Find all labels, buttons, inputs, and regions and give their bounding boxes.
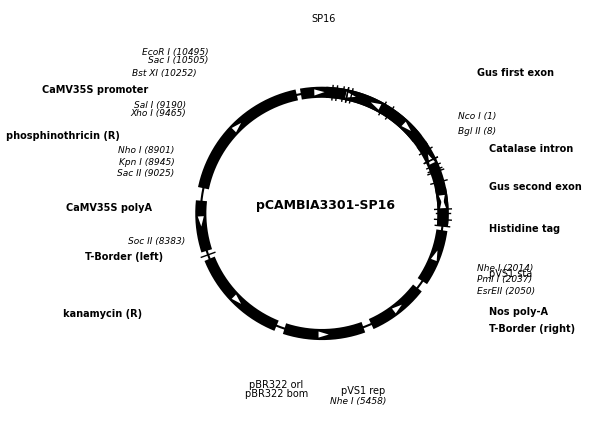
Text: kanamycin (R): kanamycin (R) xyxy=(63,309,142,319)
Text: Sal I (9190): Sal I (9190) xyxy=(133,101,186,110)
Text: Nhe I (2014): Nhe I (2014) xyxy=(477,264,533,273)
Polygon shape xyxy=(231,294,241,304)
Text: CaMV35S promoter: CaMV35S promoter xyxy=(41,85,148,95)
Text: PmI I (2037): PmI I (2037) xyxy=(477,275,532,284)
Text: Sac I (10505): Sac I (10505) xyxy=(148,55,208,65)
Text: Bst XI (10252): Bst XI (10252) xyxy=(132,69,197,78)
Text: Gus first exon: Gus first exon xyxy=(477,69,554,78)
Polygon shape xyxy=(428,154,435,165)
Text: Xho I (9465): Xho I (9465) xyxy=(130,109,186,118)
Text: EsrEII (2050): EsrEII (2050) xyxy=(477,286,535,296)
Text: pBR322 orl: pBR322 orl xyxy=(249,380,304,390)
Text: Catalase intron: Catalase intron xyxy=(488,144,572,154)
Text: CaMV35S polyA: CaMV35S polyA xyxy=(66,203,152,213)
Text: Nco I (1): Nco I (1) xyxy=(458,113,496,121)
Text: Nos poly-A: Nos poly-A xyxy=(488,307,547,317)
Text: pVS1 rep: pVS1 rep xyxy=(342,386,385,396)
Text: Histidine tag: Histidine tag xyxy=(488,223,560,233)
Polygon shape xyxy=(198,216,204,227)
Text: EcoR I (10495): EcoR I (10495) xyxy=(142,48,208,57)
Polygon shape xyxy=(392,305,402,313)
Text: Soc II (8383): Soc II (8383) xyxy=(128,237,186,246)
Text: Nho I (8901): Nho I (8901) xyxy=(118,146,174,155)
Text: pVS1 sta: pVS1 sta xyxy=(488,269,532,279)
Polygon shape xyxy=(431,250,437,261)
Polygon shape xyxy=(314,89,325,96)
Text: pCAMBIA3301-SP16: pCAMBIA3301-SP16 xyxy=(256,199,395,212)
Polygon shape xyxy=(231,123,241,132)
Text: Gus second exon: Gus second exon xyxy=(488,182,581,192)
Text: Bgl II (8): Bgl II (8) xyxy=(458,127,496,137)
Text: T-Border (right): T-Border (right) xyxy=(488,324,575,334)
Text: pBR322 bom: pBR322 bom xyxy=(245,390,308,399)
Polygon shape xyxy=(438,195,445,206)
Polygon shape xyxy=(440,198,446,209)
Polygon shape xyxy=(371,102,381,110)
Text: SP16: SP16 xyxy=(312,14,336,24)
Text: Kpn I (8945): Kpn I (8945) xyxy=(119,158,174,167)
Polygon shape xyxy=(319,332,329,338)
Text: phosphinothricin (R): phosphinothricin (R) xyxy=(5,131,119,141)
Polygon shape xyxy=(401,122,411,131)
Text: T-Border (left): T-Border (left) xyxy=(85,252,163,262)
Polygon shape xyxy=(345,92,356,98)
Text: Sac II (9025): Sac II (9025) xyxy=(117,169,174,178)
Text: Nhe I (5458): Nhe I (5458) xyxy=(329,397,386,406)
